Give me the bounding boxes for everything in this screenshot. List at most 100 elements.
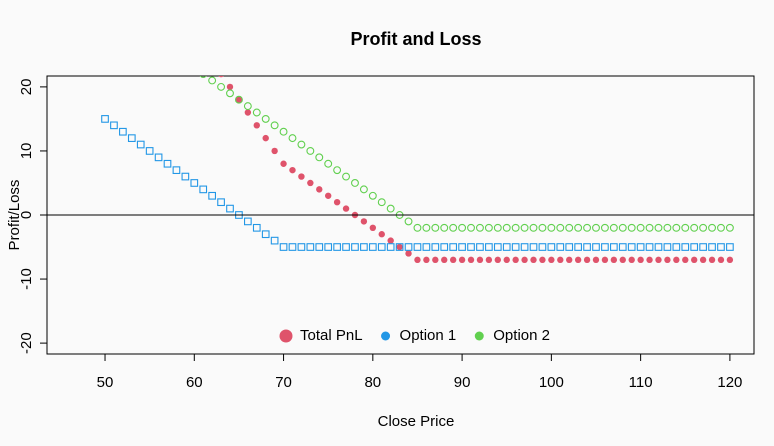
point [601, 243, 609, 251]
point [404, 217, 413, 226]
point [440, 223, 449, 232]
point [654, 223, 663, 232]
point [199, 76, 207, 79]
point [279, 243, 288, 251]
point [172, 166, 181, 175]
point [191, 64, 198, 71]
point [190, 179, 199, 187]
point [592, 256, 600, 264]
point [708, 256, 716, 264]
point [191, 32, 197, 38]
point [244, 109, 252, 116]
point [619, 256, 626, 264]
point [360, 243, 368, 251]
point [182, 20, 188, 26]
point [672, 223, 681, 232]
point [520, 223, 529, 232]
point [298, 173, 305, 180]
point [548, 256, 555, 264]
point [654, 243, 663, 251]
point [182, 58, 189, 65]
point [609, 243, 618, 251]
point [529, 243, 538, 251]
point [342, 172, 350, 181]
point [154, 153, 163, 162]
y-tick-label: -20 [18, 332, 35, 354]
point [557, 256, 564, 264]
point [377, 198, 386, 207]
point [511, 243, 520, 251]
point [261, 114, 270, 123]
point [628, 256, 635, 264]
point [404, 243, 413, 251]
point [476, 256, 484, 264]
point [234, 95, 243, 104]
point [262, 134, 269, 142]
point [476, 243, 484, 251]
x-tick-label: 70 [275, 374, 292, 391]
point [359, 185, 368, 194]
point [726, 243, 734, 251]
point [423, 256, 430, 264]
point [288, 134, 297, 143]
point [485, 256, 493, 264]
point [432, 256, 439, 264]
point [110, 121, 118, 130]
point [173, 7, 179, 13]
point [449, 223, 458, 232]
point [530, 256, 537, 264]
point [386, 204, 395, 213]
point [422, 223, 431, 232]
point [502, 243, 511, 251]
point [342, 205, 350, 212]
point [511, 223, 520, 232]
point [690, 256, 698, 264]
point [270, 121, 279, 130]
point [708, 243, 716, 251]
y-tick-label: 0 [18, 211, 35, 219]
point [475, 223, 484, 232]
point [618, 243, 627, 251]
point [503, 256, 510, 264]
point [333, 166, 342, 175]
legend-marker [474, 331, 484, 341]
point [449, 243, 458, 251]
point [547, 223, 556, 232]
point [333, 198, 341, 206]
point [208, 76, 217, 85]
point [583, 223, 592, 232]
point [387, 237, 394, 244]
point [673, 256, 680, 264]
point [306, 146, 315, 155]
point [726, 256, 734, 264]
legend-label: Total PnL [300, 327, 363, 344]
point [119, 13, 126, 20]
point [458, 256, 466, 264]
point [315, 243, 324, 251]
legend-marker [381, 331, 391, 341]
point [717, 256, 725, 264]
point [521, 256, 528, 264]
point [717, 243, 725, 251]
x-tick-label: 50 [97, 374, 114, 391]
x-tick-label: 90 [454, 374, 471, 391]
point [243, 102, 252, 111]
point [440, 243, 449, 251]
point [600, 223, 609, 232]
point [137, 26, 144, 33]
point [127, 134, 136, 142]
point [699, 256, 707, 264]
point [690, 223, 699, 232]
point [467, 256, 475, 264]
point [306, 243, 315, 251]
point [502, 223, 511, 232]
point [538, 223, 547, 232]
point [351, 179, 359, 187]
point [324, 159, 333, 168]
point [377, 243, 386, 251]
point [422, 243, 431, 251]
point [494, 256, 502, 264]
point [369, 224, 377, 232]
point [209, 58, 215, 64]
point [592, 223, 600, 232]
